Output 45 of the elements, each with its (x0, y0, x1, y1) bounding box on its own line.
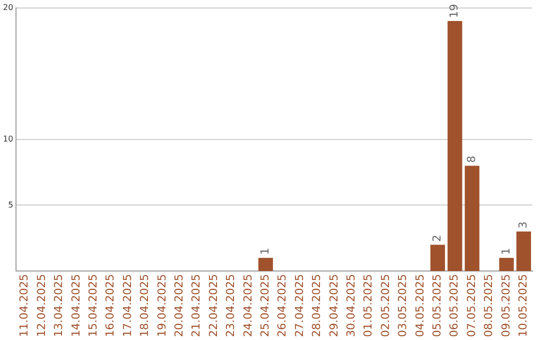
data-label: 2 (430, 234, 444, 242)
bar (430, 244, 445, 272)
x-tick-label: 16.04.2025 (104, 274, 117, 338)
x-tick-label: 25.04.2025 (258, 274, 272, 338)
data-label: 19 (448, 4, 461, 18)
x-tick-label: 21.04.2025 (190, 274, 203, 338)
x-tick-label: 18.04.2025 (138, 274, 152, 338)
y-tick-label: 10 (2, 134, 14, 144)
x-tick-label: 04.05.2025 (413, 274, 426, 338)
y-tick-label: 20 (2, 2, 14, 12)
x-tick-label: 24.04.2025 (241, 274, 254, 338)
y-tick-label: 5 (8, 200, 14, 210)
x-tick-label: 23.04.2025 (224, 274, 238, 338)
bar (448, 20, 462, 272)
x-tick-label: 19.04.2025 (155, 274, 168, 338)
x-tick-label: 09.05.2025 (499, 274, 512, 338)
x-tick-label: 20.04.2025 (172, 274, 186, 338)
x-tick-label: 07.05.2025 (464, 274, 478, 338)
x-tick-label: 11.04.2025 (18, 274, 31, 338)
x-tick-label: 27.04.2025 (292, 274, 306, 338)
data-label: 8 (464, 156, 478, 163)
bar (516, 232, 532, 272)
x-tick-label: 06.05.2025 (448, 274, 461, 338)
x-tick-label: 08.05.2025 (482, 274, 496, 338)
x-tick-label: 01.05.2025 (362, 274, 375, 338)
x-tick-label: 14.04.2025 (69, 274, 82, 338)
x-tick-label: 10.05.2025 (516, 274, 530, 338)
x-tick-label: 13.04.2025 (52, 274, 66, 338)
bar (258, 258, 273, 272)
x-tick-label: 28.04.2025 (310, 274, 324, 338)
data-label: 1 (258, 248, 272, 255)
data-label: 3 (516, 222, 530, 229)
x-tick-label: 30.04.2025 (344, 274, 358, 338)
bar (499, 258, 514, 272)
x-tick-label: 05.05.2025 (430, 274, 444, 338)
data-label: 1 (499, 248, 512, 255)
bar (464, 166, 480, 272)
x-tick-label: 03.05.2025 (396, 274, 410, 338)
x-tick-label: 17.04.2025 (120, 274, 134, 338)
x-tick-label: 02.05.2025 (378, 274, 392, 338)
x-tick-label: 22.04.2025 (206, 274, 220, 338)
x-tick-label: 29.04.2025 (327, 274, 340, 338)
x-tick-label: 15.04.2025 (86, 274, 100, 338)
x-tick-label: 12.04.2025 (34, 274, 48, 338)
x-tick-label: 26.04.2025 (276, 274, 289, 338)
